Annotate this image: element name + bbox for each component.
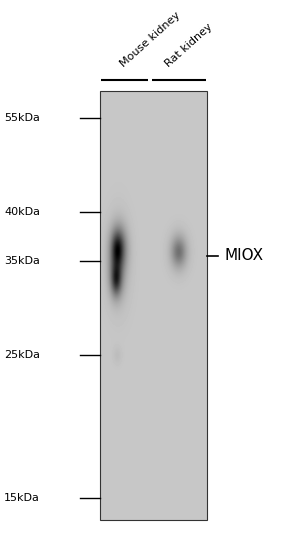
Text: Mouse kidney: Mouse kidney	[118, 10, 182, 69]
Text: 55kDa: 55kDa	[4, 113, 40, 123]
Text: Rat kidney: Rat kidney	[163, 21, 214, 69]
Text: 35kDa: 35kDa	[4, 256, 40, 266]
Text: 25kDa: 25kDa	[4, 350, 40, 360]
Bar	[100, 91, 207, 520]
Text: 15kDa: 15kDa	[4, 493, 40, 503]
Text: 40kDa: 40kDa	[4, 207, 40, 217]
Text: MIOX: MIOX	[225, 248, 264, 263]
